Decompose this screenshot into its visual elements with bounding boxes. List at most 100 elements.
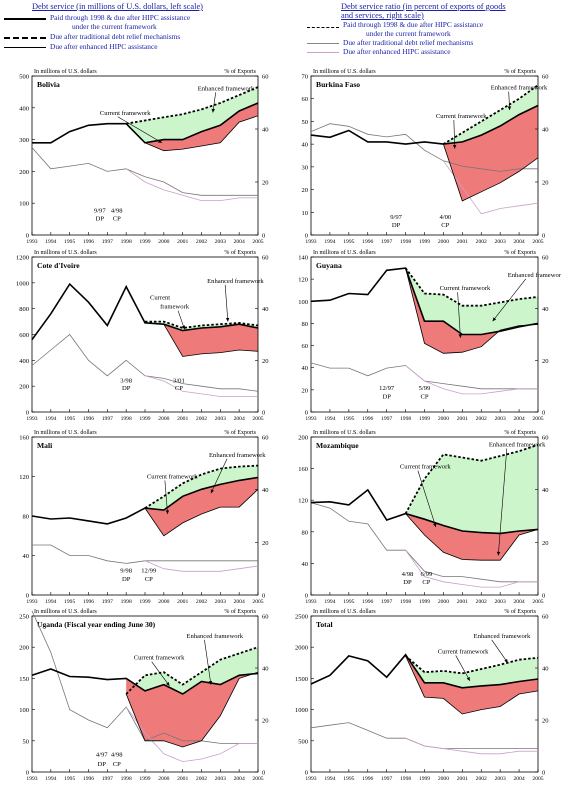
y2-tick-label: 40	[542, 487, 549, 494]
annotation-label: 9/97	[94, 208, 106, 215]
chart-panel-2: 0 10 20 30 40 50 60 70 0 20 40 60 1993 1994 1995 1996 19…	[302, 68, 549, 245]
y-tick-label: 80	[302, 529, 309, 536]
x-tick-label: 1998	[400, 776, 411, 782]
x-tick-label: 2004	[513, 776, 524, 782]
green-band	[405, 444, 538, 534]
x-tick-label: 1996	[362, 599, 373, 605]
annotation-label: CP	[441, 222, 449, 229]
y-tick-label: 20	[302, 187, 309, 194]
plot-frame	[31, 75, 259, 236]
annotation-arrow	[164, 480, 168, 515]
ratio-enhanced-line	[405, 549, 538, 588]
y-tick-label: 10	[302, 210, 309, 217]
annotation-label: Enhanced framework	[207, 278, 264, 285]
x-tick-label: 2001	[177, 599, 188, 605]
x-tick-label: 1998	[121, 239, 132, 245]
right-unit-label: % of Exports	[224, 608, 256, 615]
left-unit-label: In millions of U.S. dollars	[313, 68, 376, 75]
y-tick-label: 500	[19, 74, 29, 81]
x-tick-label: 2005	[532, 776, 543, 782]
x-tick-label: 1994	[324, 239, 335, 245]
x-tick-label: 1993	[26, 239, 37, 245]
ratio-enhanced-line	[405, 737, 538, 755]
x-tick-label: 2005	[252, 239, 263, 245]
x-tick-label: 2001	[177, 416, 188, 422]
annotation-label: 4/98	[111, 751, 123, 758]
annotation-label: 3/98	[120, 377, 132, 384]
ratio-current-line	[31, 147, 258, 196]
red-band	[145, 477, 258, 536]
chart-title: Burkina Faso	[316, 80, 360, 89]
annotation-label: 4/98	[402, 571, 414, 578]
annotation-arrow	[491, 639, 508, 663]
y-tick-label: 1000	[295, 707, 308, 714]
legend-label-ratio-traditional: Due after traditional debt relief mechan…	[343, 38, 474, 47]
ratio-enhanced-line	[125, 168, 258, 201]
annotation-label: 4/00	[439, 214, 451, 221]
y2-tick-label: 40	[262, 487, 269, 494]
legend-right-title: Debt service ratio (in percent of export…	[341, 2, 506, 11]
x-tick-label: 2001	[177, 239, 188, 245]
enhanced-line	[125, 115, 259, 152]
y2-tick-label: 0	[262, 233, 265, 240]
enhanced-line	[405, 513, 539, 561]
x-tick-label: 2001	[177, 776, 188, 782]
red-band	[443, 105, 538, 201]
y-tick-label: 40	[302, 365, 309, 372]
y-tick-label: 100	[19, 201, 29, 208]
x-tick-label: 1993	[26, 776, 37, 782]
annotation-label: 6/99	[421, 571, 433, 578]
y-tick-label: 150	[19, 676, 29, 683]
x-tick-label: 1994	[45, 239, 56, 245]
annotation-label: Enhanced framework	[209, 452, 266, 459]
annotation-arrowhead	[507, 106, 512, 111]
left-unit-label: In millions of U.S. dollars	[34, 429, 97, 436]
annotation-label: 12/97	[379, 385, 395, 392]
right-unit-label: % of Exports	[224, 429, 256, 436]
y-tick-label: 70	[302, 74, 309, 81]
annotation-label: DP	[403, 579, 412, 586]
traditional-line	[404, 444, 539, 515]
enhanced-line	[443, 143, 539, 202]
annotation-arrow	[492, 278, 526, 322]
traditional-line	[404, 267, 539, 307]
y2-tick-label: 40	[542, 127, 549, 134]
annotation-label: Current framework	[134, 655, 185, 662]
annotation-label: 4/98	[111, 208, 123, 215]
y-tick-label: 120	[298, 498, 308, 505]
x-tick-label: 2003	[495, 599, 506, 605]
annotation-arrowhead	[157, 139, 162, 143]
x-tick-label: 1996	[362, 416, 373, 422]
x-tick-label: 2004	[234, 776, 245, 782]
paid-current-line	[310, 653, 539, 689]
red-band	[405, 654, 538, 714]
y-tick-label: 0	[305, 593, 308, 600]
x-tick-label: 1996	[83, 239, 94, 245]
x-tick-label: 1994	[45, 416, 56, 422]
legend-swatch-ratio-current	[307, 27, 339, 28]
y-tick-label: 50	[23, 738, 30, 745]
y-tick-label: 200	[19, 169, 29, 176]
annotation-label: CP	[145, 576, 153, 583]
x-tick-label: 1995	[64, 239, 75, 245]
legend-swatch-enhanced	[4, 47, 46, 48]
ratio-enhanced-line	[125, 706, 258, 763]
x-tick-label: 1999	[419, 239, 430, 245]
x-tick-label: 2003	[215, 599, 226, 605]
x-tick-label: 2001	[457, 599, 468, 605]
x-tick-label: 1999	[139, 599, 150, 605]
legend-label-enhanced: Due after enhanced HIPC assistance	[50, 42, 158, 51]
y2-tick-label: 60	[542, 435, 549, 442]
y2-tick-label: 0	[542, 410, 545, 417]
x-tick-label: 1994	[45, 599, 56, 605]
x-tick-label: 1997	[102, 416, 113, 422]
annotation-label: CP	[113, 761, 121, 768]
annotation-label: CP	[422, 579, 430, 586]
annotation-arrow	[417, 470, 437, 528]
y2-tick-label: 20	[262, 180, 269, 187]
paid-current-line	[31, 282, 259, 341]
red-band	[126, 103, 258, 151]
x-tick-label: 1998	[121, 416, 132, 422]
y-tick-label: 0	[305, 410, 308, 417]
